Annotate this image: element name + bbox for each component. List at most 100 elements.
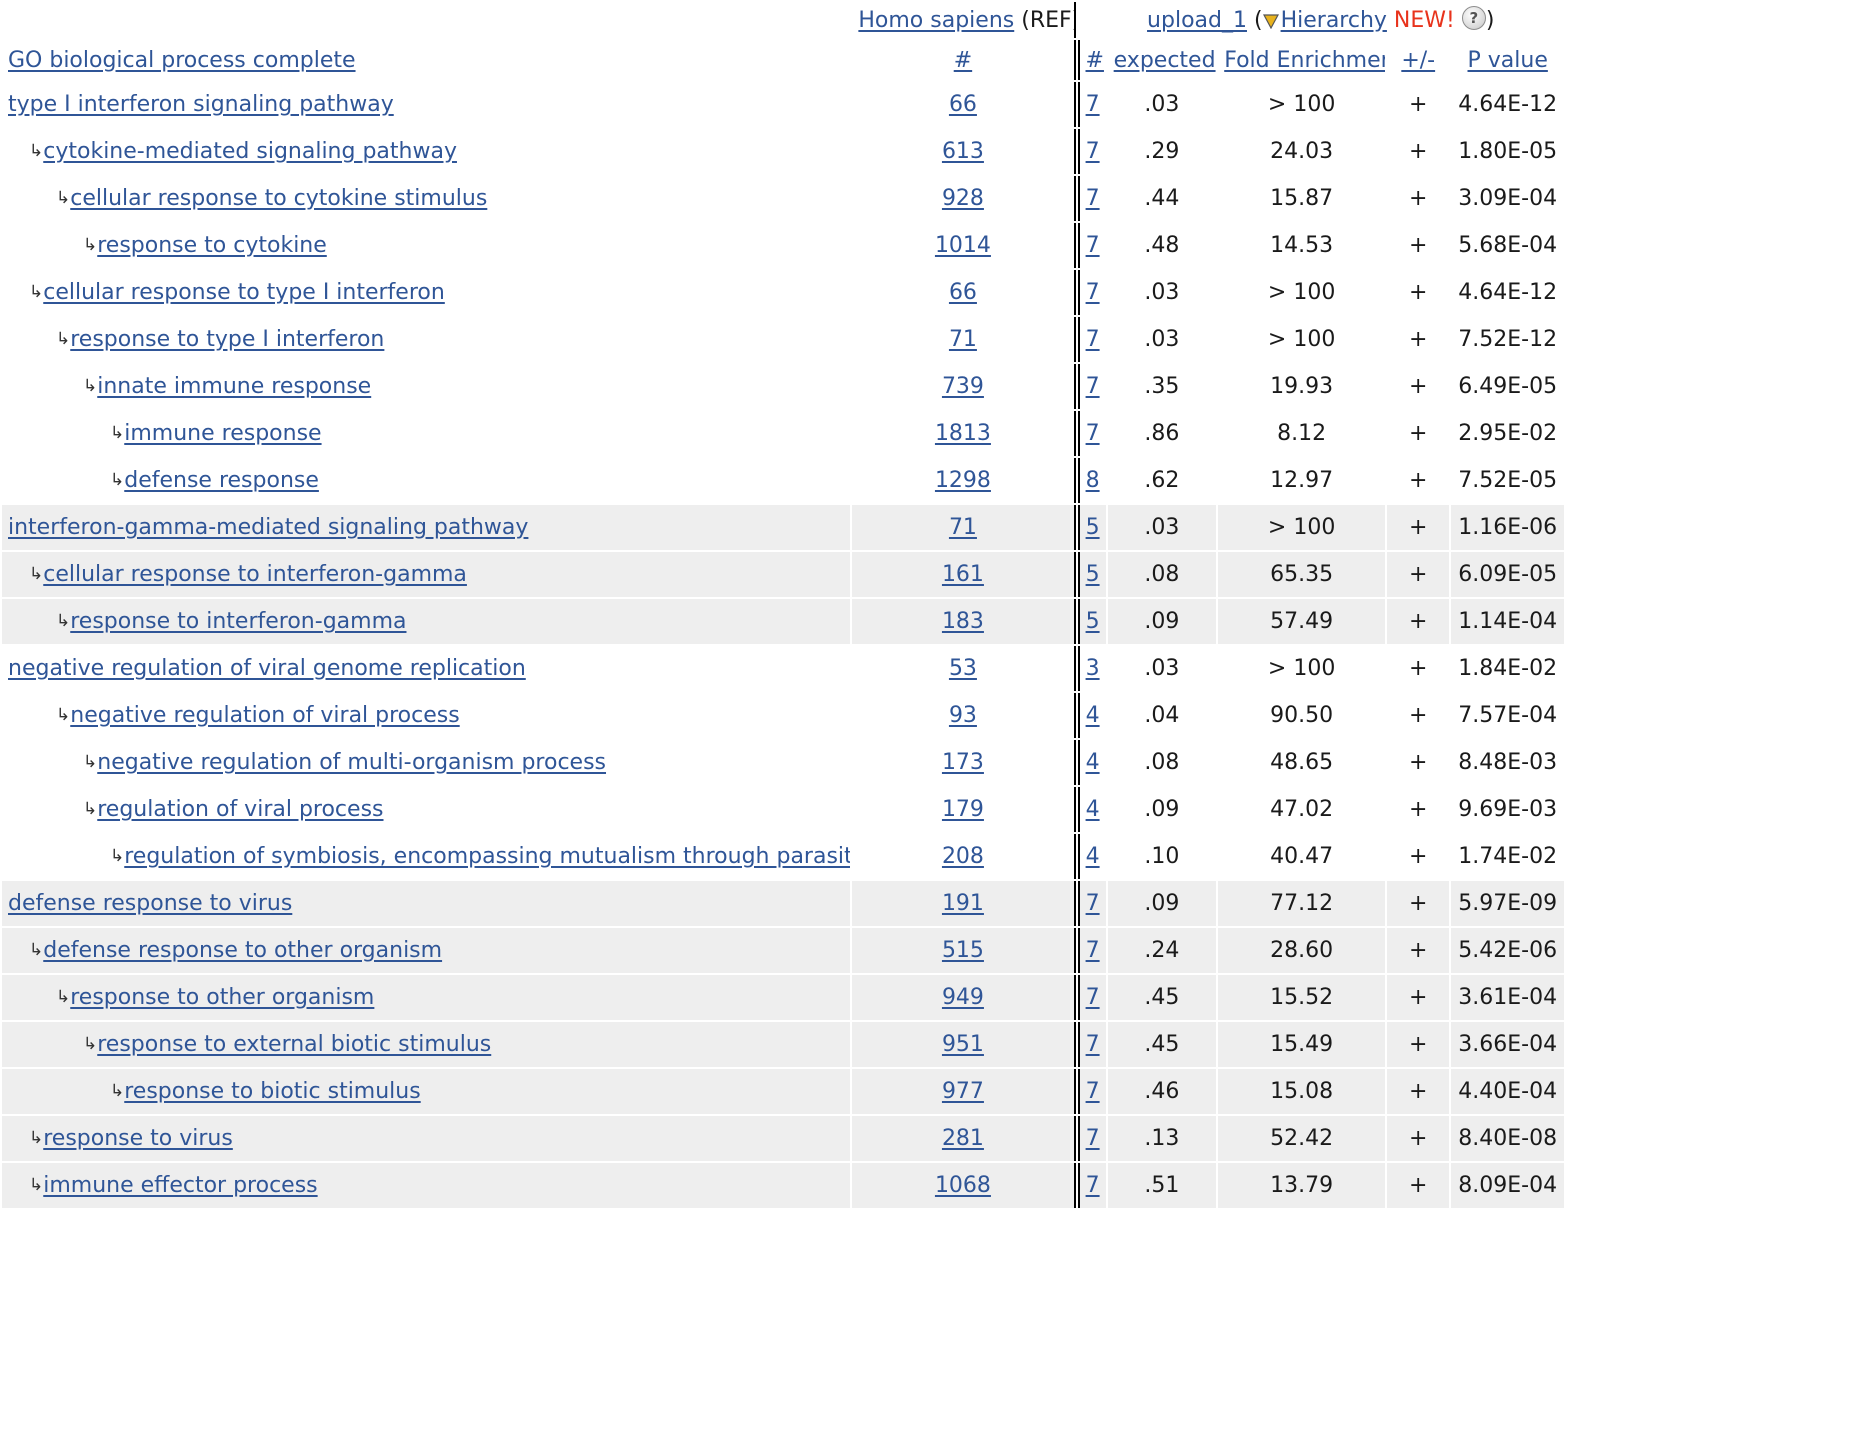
table-row: ↳regulation of viral process 179 4 .09 4…	[2, 787, 1564, 832]
ref-count-link[interactable]: 949	[941, 985, 984, 1010]
ref-count-link[interactable]: 1068	[934, 1173, 991, 1198]
gene-count-link[interactable]: 4	[1085, 750, 1100, 775]
term-link[interactable]: defense response to other organism	[43, 938, 443, 963]
expected-sort-link[interactable]: expected	[1113, 47, 1216, 73]
gene-count-link[interactable]: 7	[1085, 139, 1100, 164]
ref-count-link[interactable]: 1014	[934, 233, 991, 258]
term-link[interactable]: response to type I interferon	[70, 327, 385, 352]
term-link[interactable]: cellular response to interferon-gamma	[43, 562, 467, 587]
count-sort-link[interactable]: #	[1085, 47, 1104, 73]
term-link[interactable]: type I interferon signaling pathway	[8, 92, 394, 117]
ref-count-link[interactable]: 951	[941, 1032, 984, 1057]
term-link[interactable]: response to other organism	[70, 985, 375, 1010]
expected-cell: .03	[1144, 92, 1180, 117]
ref-count-link[interactable]: 161	[941, 562, 984, 587]
gene-count-link[interactable]: 7	[1085, 92, 1100, 117]
gene-count-link[interactable]: 7	[1085, 280, 1100, 305]
term-link[interactable]: negative regulation of viral process	[70, 703, 460, 728]
hierarchy-triangle-icon[interactable]	[1262, 10, 1279, 35]
gene-count-link[interactable]: 7	[1085, 1126, 1100, 1151]
gene-count-link[interactable]: 7	[1085, 327, 1100, 352]
gene-count-link[interactable]: 5	[1085, 515, 1100, 540]
gene-count-link[interactable]: 7	[1085, 186, 1100, 211]
help-icon[interactable]: ?	[1461, 5, 1486, 30]
gene-count-link[interactable]: 7	[1085, 1173, 1100, 1198]
table-row: negative regulation of viral genome repl…	[2, 646, 1564, 691]
table-row: ↳cellular response to interferon-gamma 1…	[2, 552, 1564, 597]
gene-count-link[interactable]: 7	[1085, 891, 1100, 916]
ref-count-link[interactable]: 71	[948, 327, 977, 352]
ref-count-link[interactable]: 66	[948, 280, 977, 305]
term-link[interactable]: response to external biotic stimulus	[97, 1032, 492, 1057]
ref-count-link[interactable]: 208	[941, 844, 984, 869]
ref-count-link[interactable]: 977	[941, 1079, 984, 1104]
ref-count-link[interactable]: 515	[941, 938, 984, 963]
species-link[interactable]: Homo sapiens	[858, 7, 1015, 33]
ref-count-link[interactable]: 66	[948, 92, 977, 117]
term-link[interactable]: innate immune response	[97, 374, 372, 399]
table-row: ↳negative regulation of multi-organism p…	[2, 740, 1564, 785]
term-link[interactable]: negative regulation of viral genome repl…	[8, 656, 526, 681]
ref-count-link[interactable]: 93	[948, 703, 977, 728]
gene-count-link[interactable]: 7	[1085, 233, 1100, 258]
ref-count-link[interactable]: 1298	[934, 468, 991, 493]
term-link[interactable]: defense response to virus	[8, 891, 293, 916]
gene-count-link[interactable]: 7	[1085, 985, 1100, 1010]
table-row: ↳immune effector process 1068 7 .51 13.7…	[2, 1163, 1564, 1208]
term-link[interactable]: cytokine-mediated signaling pathway	[43, 139, 457, 164]
term-link[interactable]: defense response	[124, 468, 319, 493]
gene-count-link[interactable]: 7	[1085, 1079, 1100, 1104]
term-link[interactable]: cellular response to type I interferon	[43, 280, 445, 305]
ref-count-link[interactable]: 281	[941, 1126, 984, 1151]
pvalue-sort-link[interactable]: P value	[1467, 47, 1548, 73]
ref-count-link[interactable]: 71	[948, 515, 977, 540]
gene-count-link[interactable]: 7	[1085, 374, 1100, 399]
ref-count-link[interactable]: 53	[948, 656, 977, 681]
count-cell: 8	[1077, 458, 1106, 503]
upload-link[interactable]: upload_1	[1147, 7, 1247, 33]
gene-count-link[interactable]: 4	[1085, 797, 1100, 822]
ref-count-link[interactable]: 173	[941, 750, 984, 775]
expected-cell: .46	[1107, 1069, 1217, 1114]
sign-cell: +	[1409, 280, 1428, 305]
term-cell: ↳response to cytokine	[2, 223, 850, 268]
ref-count-link[interactable]: 179	[941, 797, 984, 822]
gene-count-link[interactable]: 4	[1085, 703, 1100, 728]
gene-count-link[interactable]: 5	[1085, 609, 1100, 634]
fold-sort-link[interactable]: Fold Enrichment	[1224, 47, 1385, 73]
ref-count-link[interactable]: 1813	[934, 421, 991, 446]
expected-cell: .29	[1144, 139, 1180, 164]
child-arrow-icon: ↳	[29, 141, 44, 161]
term-link[interactable]: response to cytokine	[97, 233, 327, 258]
ref-count-link[interactable]: 739	[941, 374, 984, 399]
pvalue-cell: 1.16E-06	[1451, 505, 1564, 550]
term-link[interactable]: response to biotic stimulus	[124, 1079, 421, 1104]
gene-count-link[interactable]: 3	[1085, 656, 1100, 681]
term-link[interactable]: immune response	[124, 421, 322, 446]
term-link[interactable]: negative regulation of multi-organism pr…	[97, 750, 607, 775]
sign-sort-link[interactable]: +/-	[1401, 47, 1436, 73]
term-link[interactable]: interferon-gamma-mediated signaling path…	[8, 515, 529, 540]
gene-count-link[interactable]: 8	[1085, 468, 1100, 493]
ref-count-link[interactable]: 613	[941, 139, 984, 164]
hierarchy-link[interactable]: Hierarchy	[1280, 7, 1387, 33]
term-link[interactable]: response to interferon-gamma	[70, 609, 407, 634]
term-link[interactable]: cellular response to cytokine stimulus	[70, 186, 488, 211]
pvalue-cell: 5.68E-04	[1458, 233, 1558, 258]
go-category-link[interactable]: GO biological process complete	[8, 47, 356, 73]
ref-count-link[interactable]: 183	[941, 609, 984, 634]
ref-count-sort-link[interactable]: #	[953, 47, 973, 73]
gene-count-link[interactable]: 4	[1085, 844, 1100, 869]
term-link[interactable]: immune effector process	[43, 1173, 318, 1198]
term-link[interactable]: regulation of viral process	[97, 797, 384, 822]
ref-count-cell: 71	[852, 505, 1076, 550]
gene-count-link[interactable]: 7	[1085, 938, 1100, 963]
pvalue-cell: 4.64E-12	[1458, 280, 1558, 305]
term-link[interactable]: response to virus	[43, 1126, 233, 1151]
gene-count-link[interactable]: 5	[1085, 562, 1100, 587]
gene-count-link[interactable]: 7	[1085, 421, 1100, 446]
term-link[interactable]: regulation of symbiosis, encompassing mu…	[124, 844, 851, 869]
ref-count-link[interactable]: 928	[941, 186, 984, 211]
gene-count-link[interactable]: 7	[1085, 1032, 1100, 1057]
ref-count-link[interactable]: 191	[941, 891, 984, 916]
